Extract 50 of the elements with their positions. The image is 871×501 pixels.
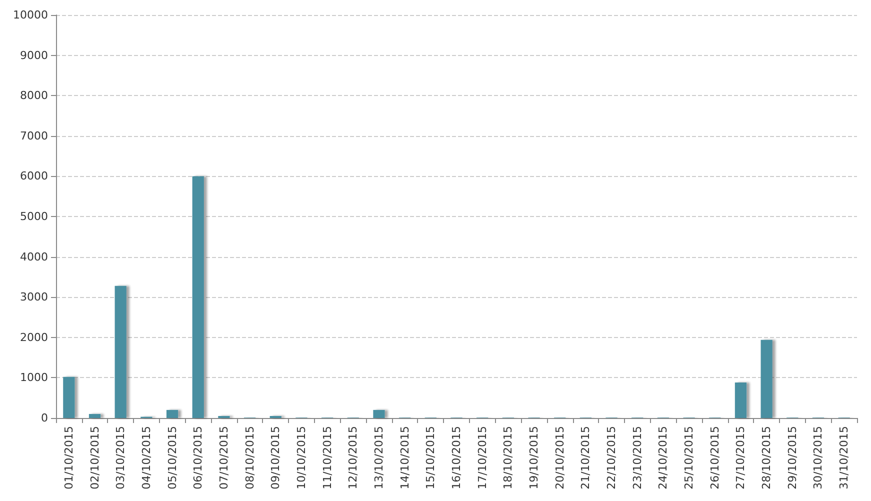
x-tick-label: 09/10/2015 xyxy=(269,426,282,490)
x-tick-label: 25/10/2015 xyxy=(682,426,696,490)
x-tick-label: 07/10/2015 xyxy=(217,426,230,490)
bar xyxy=(760,340,772,418)
x-tick-label: 28/10/2015 xyxy=(760,426,774,490)
x-tick-label: 12/10/2015 xyxy=(346,426,360,490)
y-tick-label: 6000 xyxy=(20,170,48,183)
x-tick-label: 31/10/2015 xyxy=(838,426,851,490)
x-tick-label: 14/10/2015 xyxy=(398,426,412,490)
bar xyxy=(88,414,101,418)
x-tick-label: 03/10/2015 xyxy=(114,426,128,490)
x-tick-label: 16/10/2015 xyxy=(450,426,463,490)
x-tick-label: 29/10/2015 xyxy=(786,426,799,490)
x-tick-label: 10/10/2015 xyxy=(294,426,308,490)
bar xyxy=(166,410,178,418)
x-tick-label: 30/10/2015 xyxy=(812,426,825,490)
x-tick-label: 17/10/2015 xyxy=(476,426,489,490)
x-tick-label: 08/10/2015 xyxy=(243,426,256,490)
bar xyxy=(192,176,204,418)
x-tick-label: 20/10/2015 xyxy=(553,426,566,490)
x-tick-label: 06/10/2015 xyxy=(192,426,205,490)
bar xyxy=(734,382,747,418)
x-tick-label: 18/10/2015 xyxy=(502,426,515,490)
y-tick-label: 9000 xyxy=(20,48,48,62)
y-tick-label: 2000 xyxy=(20,330,48,344)
x-tick-label: 19/10/2015 xyxy=(528,426,541,490)
x-tick-label: 04/10/2015 xyxy=(140,426,153,490)
x-tick-label: 26/10/2015 xyxy=(708,426,722,490)
y-tick-label: 7000 xyxy=(20,129,48,142)
x-tick-label: 11/10/2015 xyxy=(320,426,334,490)
y-tick-label: 1000 xyxy=(20,371,48,384)
y-tick-label: 10000 xyxy=(13,8,48,22)
x-tick-label: 24/10/2015 xyxy=(656,426,670,490)
x-tick-label: 15/10/2015 xyxy=(424,426,438,490)
x-tick-label: 22/10/2015 xyxy=(605,426,618,490)
x-tick-label: 05/10/2015 xyxy=(166,426,179,490)
x-tick-label: 23/10/2015 xyxy=(630,426,644,490)
y-tick-label: 5000 xyxy=(20,210,48,223)
y-tick-label: 4000 xyxy=(20,250,48,264)
y-tick-label: 8000 xyxy=(20,89,48,102)
y-tick-label: 0 xyxy=(41,412,48,424)
x-tick-label: 13/10/2015 xyxy=(372,426,386,490)
y-tick-label: 3000 xyxy=(20,290,48,304)
bar xyxy=(63,376,75,418)
x-tick-label: 27/10/2015 xyxy=(734,426,748,490)
bar xyxy=(114,286,126,418)
x-tick-label: 02/10/2015 xyxy=(88,426,102,490)
x-tick-label: 01/10/2015 xyxy=(62,426,76,490)
x-tick-label: 21/10/2015 xyxy=(579,426,592,490)
bar xyxy=(373,410,385,418)
